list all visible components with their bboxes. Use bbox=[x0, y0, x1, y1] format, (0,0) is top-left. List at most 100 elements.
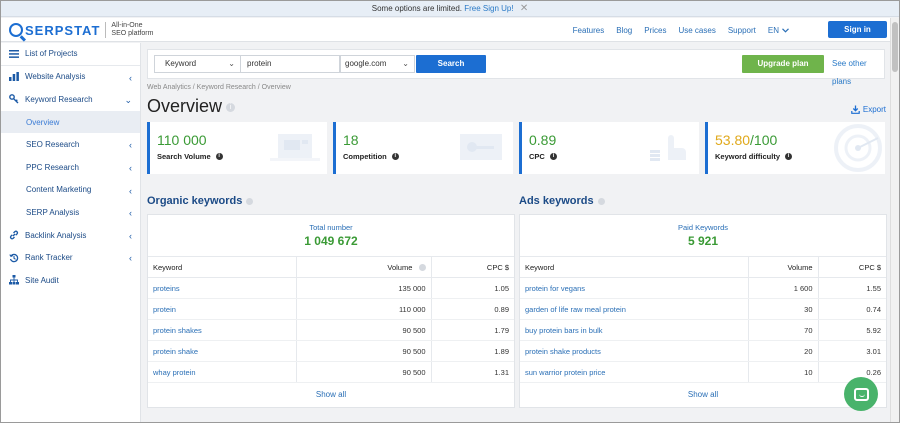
card-label-row: Keyword difficulty i bbox=[715, 152, 793, 161]
total-label: Paid Keywords bbox=[677, 223, 729, 232]
nav-use-cases[interactable]: Use cases bbox=[678, 25, 716, 35]
keyword-link[interactable]: protein shake bbox=[148, 340, 296, 362]
search-input[interactable]: protein bbox=[241, 55, 340, 73]
card-label: Competition bbox=[343, 152, 387, 161]
card-value: 0.89 bbox=[529, 132, 557, 148]
free-signup-link[interactable]: Free Sign Up! bbox=[464, 4, 514, 13]
chat-widget-button[interactable] bbox=[844, 377, 878, 411]
info-icon[interactable] bbox=[597, 197, 605, 205]
keyword-link[interactable]: garden of life raw meal protein bbox=[520, 298, 748, 320]
table-row: protein shake 90 500 1.89 bbox=[148, 340, 514, 362]
search-type-value: Keyword bbox=[165, 59, 197, 68]
info-icon[interactable]: i bbox=[549, 153, 557, 160]
keyword-link[interactable]: protein shake products bbox=[520, 340, 748, 362]
sidebar-item-seo-research[interactable]: SEO Research ‹ bbox=[1, 133, 140, 156]
card-label-row: Search Volume i bbox=[157, 152, 223, 161]
keyword-link[interactable]: buy protein bars in bulk bbox=[520, 319, 748, 341]
upgrade-plan-button[interactable]: Upgrade plan bbox=[742, 55, 824, 73]
logo-divider bbox=[105, 22, 107, 38]
info-icon[interactable]: i bbox=[785, 153, 793, 160]
link-icon bbox=[9, 230, 19, 240]
keyword-link[interactable]: proteins bbox=[148, 277, 296, 299]
search-button[interactable]: Search bbox=[416, 55, 486, 73]
difficulty-illustration-icon bbox=[834, 124, 882, 172]
export-button[interactable]: Export bbox=[851, 105, 886, 114]
organic-show-all-link[interactable]: Show all bbox=[315, 390, 347, 399]
info-icon[interactable] bbox=[246, 197, 254, 205]
volume-cell: 90 500 bbox=[295, 361, 431, 383]
volume-cell: 90 500 bbox=[295, 340, 431, 362]
col-keyword[interactable]: Keyword bbox=[148, 256, 296, 278]
banner-text: Some options are limited. bbox=[371, 4, 463, 13]
keyword-link[interactable]: protein for vegans bbox=[520, 277, 748, 299]
scrollbar-thumb[interactable] bbox=[892, 22, 898, 72]
cpc-cell: 1.05 bbox=[430, 277, 514, 299]
sidebar-item-ppc-research[interactable]: PPC Research ‹ bbox=[1, 156, 140, 179]
top-nav: Features Blog Prices Use cases Support E… bbox=[573, 18, 789, 42]
cpc-cell: 1.79 bbox=[430, 319, 514, 341]
sidebar-item-keyword-research[interactable]: Keyword Research ⌄ bbox=[1, 88, 140, 111]
database-select[interactable]: google.com ⌄ bbox=[340, 55, 415, 73]
brand-name: SERPSTAT bbox=[25, 22, 101, 38]
ads-keywords-table: Keyword Volume CPC $ protein for vegans 1… bbox=[520, 256, 886, 383]
cpc-cell: 1.55 bbox=[817, 277, 886, 299]
nav-prices[interactable]: Prices bbox=[644, 25, 667, 35]
logo-magnifier-icon bbox=[9, 23, 23, 37]
sign-in-button[interactable]: Sign in bbox=[828, 21, 887, 38]
language-selector[interactable]: EN bbox=[768, 26, 789, 35]
sidebar-item-overview[interactable]: Overview bbox=[1, 110, 140, 134]
keyword-link[interactable]: whay protein bbox=[148, 361, 296, 383]
volume-cell: 90 500 bbox=[295, 319, 431, 341]
keyword-link[interactable]: sun warrior protein price bbox=[520, 361, 748, 383]
col-cpc[interactable]: CPC $ bbox=[817, 256, 886, 278]
brand-tagline: All-in-One SEO platform bbox=[111, 22, 154, 37]
table-header-row: Keyword Volume CPC $ bbox=[148, 256, 514, 278]
nav-blog[interactable]: Blog bbox=[616, 25, 633, 35]
total-label: Total number bbox=[309, 223, 353, 232]
sidebar-item-content-marketing[interactable]: Content Marketing ‹ bbox=[1, 179, 140, 202]
col-volume[interactable]: Volume bbox=[295, 256, 431, 278]
card-label: Keyword difficulty bbox=[715, 152, 781, 161]
sidebar-item-list-of-projects[interactable]: List of Projects bbox=[1, 43, 140, 66]
serpstat-logo[interactable]: SERPSTAT All-in-One SEO platform bbox=[9, 22, 153, 38]
col-keyword[interactable]: Keyword bbox=[520, 256, 748, 278]
nav-features[interactable]: Features bbox=[572, 25, 605, 35]
sidebar-item-backlink-analysis[interactable]: Backlink Analysis ‹ bbox=[1, 224, 140, 247]
sidebar-item-site-audit[interactable]: Site Audit bbox=[1, 269, 140, 292]
info-icon[interactable]: i bbox=[391, 153, 399, 160]
organic-keywords-table: Keyword Volume CPC $ proteins 135 000 1.05… bbox=[148, 256, 514, 383]
table-row: proteins 135 000 1.05 bbox=[148, 277, 514, 299]
keyword-link[interactable]: protein shakes bbox=[148, 319, 296, 341]
info-icon[interactable] bbox=[418, 264, 426, 272]
page-scrollbar[interactable] bbox=[890, 18, 899, 422]
chevron-down-icon: ⌄ bbox=[228, 59, 235, 68]
chevron-down-icon: ⌄ bbox=[402, 59, 409, 68]
sidebar-item-website-analysis[interactable]: Website Analysis ‹ bbox=[1, 66, 140, 89]
sidebar-item-rank-tracker[interactable]: Rank Tracker ‹ bbox=[1, 246, 140, 269]
info-icon[interactable]: i bbox=[226, 102, 236, 112]
keyword-link[interactable]: protein bbox=[148, 298, 296, 320]
chevron-left-icon: ‹ bbox=[129, 253, 132, 264]
cpc-cell: 1.31 bbox=[430, 361, 514, 383]
sidebar-item-serp-analysis[interactable]: SERP Analysis ‹ bbox=[1, 201, 140, 224]
close-icon[interactable]: ✕ bbox=[519, 3, 529, 14]
nav-support[interactable]: Support bbox=[727, 25, 756, 35]
cpc-cell: 0.74 bbox=[817, 298, 886, 320]
col-volume[interactable]: Volume bbox=[747, 256, 818, 278]
info-icon[interactable]: i bbox=[215, 153, 223, 160]
main-content: Keyword ⌄ protein google.com ⌄ Search Up… bbox=[142, 43, 890, 422]
search-type-select[interactable]: Keyword ⌄ bbox=[154, 55, 241, 73]
ads-show-all-link[interactable]: Show all bbox=[687, 390, 719, 399]
sidebar-item-label: Content Marketing bbox=[26, 185, 92, 195]
cpc-cell: 5.92 bbox=[817, 319, 886, 341]
table-header-row: Keyword Volume CPC $ bbox=[520, 256, 886, 278]
table-row: protein 110 000 0.89 bbox=[148, 298, 514, 320]
cpc-illustration-icon bbox=[650, 135, 686, 161]
see-other-plans-link[interactable]: See other plans bbox=[832, 59, 867, 86]
chevron-down-icon: ⌄ bbox=[124, 95, 132, 106]
export-label: Export bbox=[862, 105, 886, 114]
page-title-wrap: Overview i bbox=[147, 96, 236, 117]
col-cpc[interactable]: CPC $ bbox=[430, 256, 514, 278]
sidebar-item-label: Site Audit bbox=[25, 275, 59, 285]
